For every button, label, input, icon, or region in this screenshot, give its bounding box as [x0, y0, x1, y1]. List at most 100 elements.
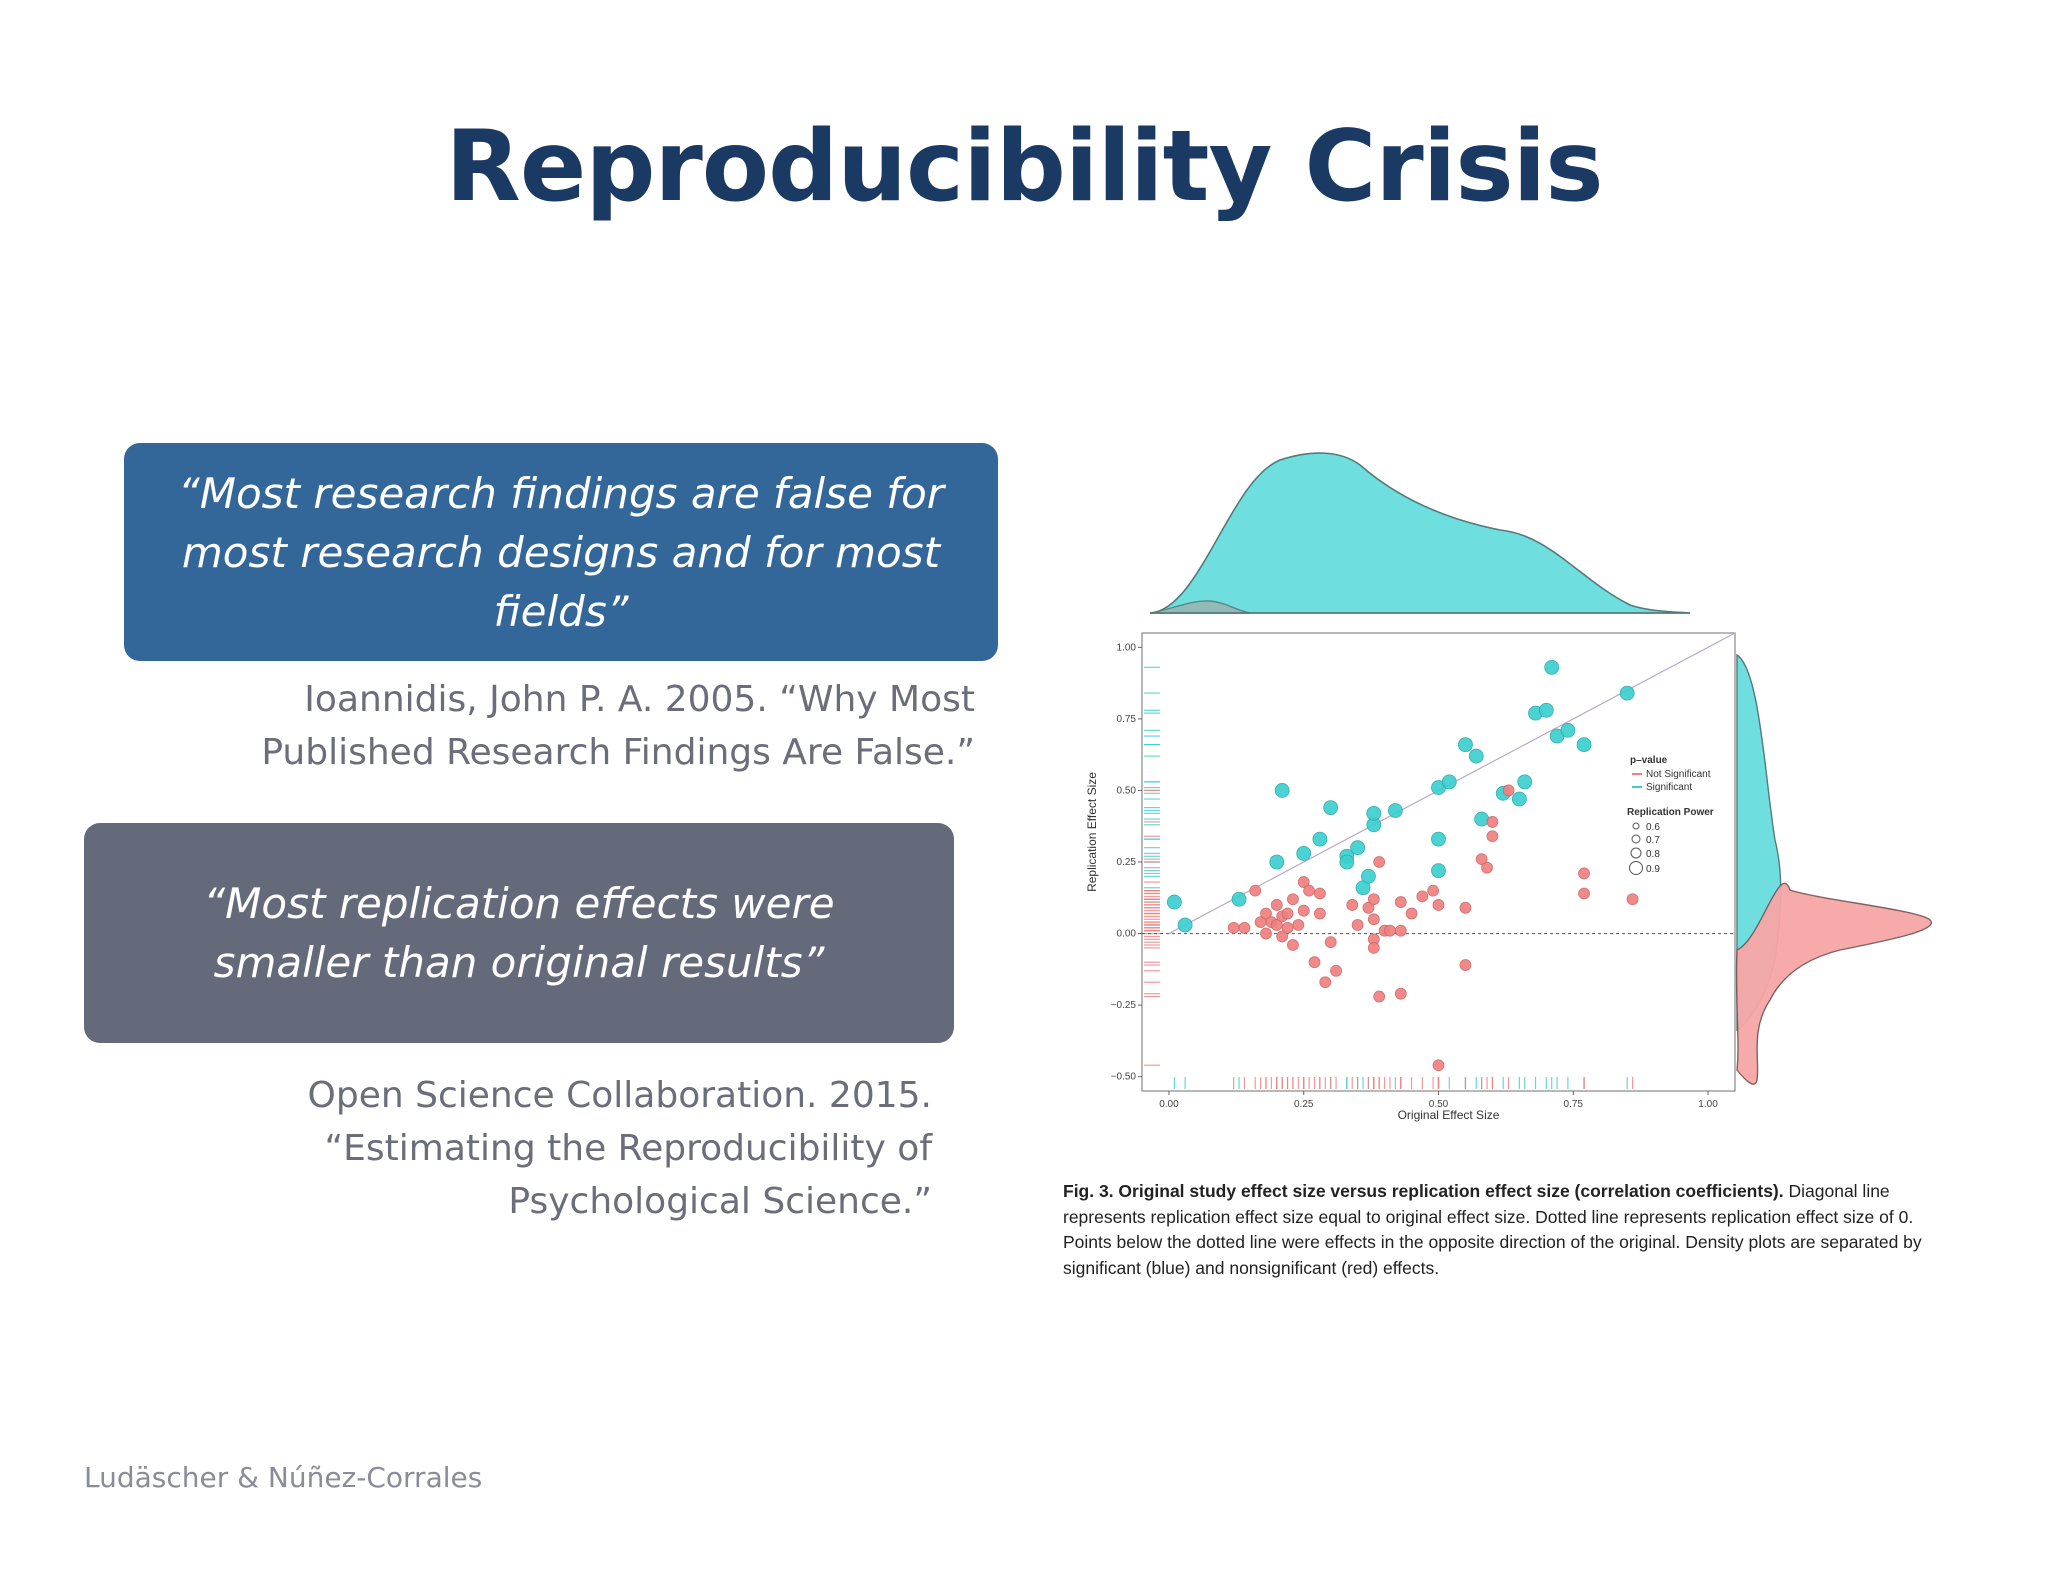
point-not-significant — [1297, 876, 1310, 888]
point-not-significant — [1260, 927, 1272, 940]
y-tick-label: 0.75 — [1117, 714, 1137, 725]
legend-power-3: 0.9 — [1646, 864, 1660, 875]
point-not-significant — [1486, 816, 1499, 828]
x-tick-label: 0.50 — [1429, 1099, 1449, 1110]
point-significant — [1576, 737, 1592, 753]
point-not-significant — [1313, 887, 1326, 900]
scatter-plot: 0.00 0.25 0.50 0.75 1.00 1.00 0.75 0.50 0.25 0.00… — [1085, 452, 1932, 1122]
y-tick-label: 1.00 — [1117, 642, 1137, 653]
point-not-significant — [1432, 899, 1445, 911]
point-significant — [1431, 863, 1446, 878]
point-not-significant — [1578, 887, 1590, 900]
quote-box-osc: “Most replication effects were smaller t… — [84, 823, 954, 1043]
point-not-significant — [1303, 884, 1316, 897]
point-not-significant — [1308, 956, 1321, 969]
point-not-significant — [1626, 893, 1639, 906]
point-significant — [1538, 702, 1554, 718]
point-significant — [1387, 803, 1403, 818]
point-not-significant — [1367, 893, 1380, 906]
point-significant — [1296, 846, 1312, 861]
point-significant — [1458, 737, 1473, 753]
point-not-significant — [1502, 784, 1515, 797]
point-not-significant — [1287, 893, 1299, 906]
top-density-not-significant — [1149, 600, 1251, 614]
point-not-significant — [1481, 861, 1493, 874]
point-not-significant — [1287, 939, 1299, 951]
legend-power-2: 0.8 — [1646, 849, 1660, 860]
point-significant — [1350, 840, 1366, 856]
figure-caption: Fig. 3. Original study effect size versu… — [1063, 1179, 1943, 1281]
point-significant — [1441, 774, 1457, 790]
point-significant — [1619, 685, 1635, 701]
point-not-significant — [1394, 987, 1407, 1000]
point-not-significant — [1324, 936, 1337, 949]
legend-not-significant: Not Significant — [1646, 769, 1711, 780]
x-tick-label: 0.25 — [1294, 1099, 1314, 1110]
point-not-significant — [1351, 919, 1364, 931]
point-significant — [1312, 831, 1328, 847]
point-not-significant — [1367, 913, 1380, 926]
point-not-significant — [1270, 919, 1283, 931]
point-significant — [1468, 748, 1484, 764]
point-significant — [1177, 917, 1193, 933]
top-density-significant — [1149, 452, 1691, 614]
y-tick-label: −0.25 — [1111, 1000, 1137, 1011]
point-not-significant — [1427, 884, 1440, 897]
point-significant — [1560, 722, 1576, 738]
y-axis-label: Replication Effect Size — [1085, 772, 1099, 892]
legend-title-p: p–value — [1630, 755, 1668, 766]
point-not-significant — [1475, 853, 1488, 866]
quote-box-ioannidis: “Most research findings are false for mo… — [124, 443, 998, 661]
point-not-significant — [1319, 976, 1332, 989]
point-not-significant — [1367, 941, 1380, 954]
point-not-significant — [1346, 899, 1359, 911]
citation-osc-line2: “Estimating the Reproducibility of — [324, 1128, 932, 1169]
caption-bold: Fig. 3. Original study effect size versu… — [1063, 1181, 1784, 1201]
x-tick-label: 0.00 — [1159, 1099, 1179, 1110]
point-significant — [1274, 783, 1290, 798]
point-significant — [1166, 894, 1182, 910]
point-not-significant — [1578, 867, 1590, 880]
point-significant — [1366, 805, 1382, 821]
point-not-significant — [1432, 1059, 1445, 1072]
point-significant — [1323, 800, 1339, 816]
slide-title: Reproducibility Crisis — [445, 110, 1603, 224]
scatter-figure: 0.00 0.25 0.50 0.75 1.00 1.00 0.75 0.50 0.25 0.00… — [1060, 440, 1940, 1145]
y-tick-label: 0.00 — [1117, 929, 1137, 940]
citation-ioannidis-line2: Published Research Findings Are False.” — [261, 732, 975, 773]
y-tick-label: 0.25 — [1117, 857, 1137, 868]
right-density-not-significant — [1735, 882, 1932, 1085]
point-not-significant — [1249, 884, 1262, 897]
point-not-significant — [1227, 921, 1240, 934]
point-not-significant — [1384, 924, 1396, 937]
plot-area — [1141, 632, 1736, 1092]
point-not-significant — [1238, 921, 1251, 934]
legend: p–value Not Significant Significant Repl… — [1627, 755, 1714, 875]
point-significant — [1231, 891, 1247, 907]
point-not-significant — [1405, 907, 1418, 920]
point-not-significant — [1416, 890, 1429, 903]
point-not-significant — [1281, 921, 1294, 934]
point-not-significant — [1297, 904, 1310, 917]
quote-text-ioannidis: “Most research findings are false for mo… — [177, 468, 945, 636]
point-not-significant — [1373, 990, 1386, 1003]
x-tick-label: 1.00 — [1698, 1099, 1718, 1110]
point-significant — [1517, 774, 1533, 790]
legend-significant: Significant — [1646, 782, 1692, 793]
point-not-significant — [1394, 896, 1407, 908]
point-not-significant — [1459, 959, 1472, 971]
citation-ioannidis: Ioannidis, John P. A. 2005. “Why Most Pu… — [200, 673, 975, 779]
point-significant — [1511, 791, 1527, 807]
x-tick-label: 0.75 — [1564, 1099, 1584, 1110]
point-not-significant — [1292, 919, 1305, 931]
point-significant — [1361, 868, 1376, 884]
quote-text-osc: “Most replication effects were smaller t… — [203, 879, 835, 987]
citation-ioannidis-line1: Ioannidis, John P. A. 2005. “Why Most — [304, 679, 975, 720]
y-tick-label: −0.50 — [1111, 1072, 1137, 1083]
point-significant — [1339, 854, 1355, 870]
point-not-significant — [1260, 907, 1272, 920]
footer-authors: Ludäscher & Núñez-Corrales — [84, 1461, 483, 1494]
point-not-significant — [1394, 924, 1407, 937]
caption-text: Diagonal line represents replication eff… — [1063, 1181, 1922, 1278]
point-not-significant — [1270, 899, 1283, 911]
